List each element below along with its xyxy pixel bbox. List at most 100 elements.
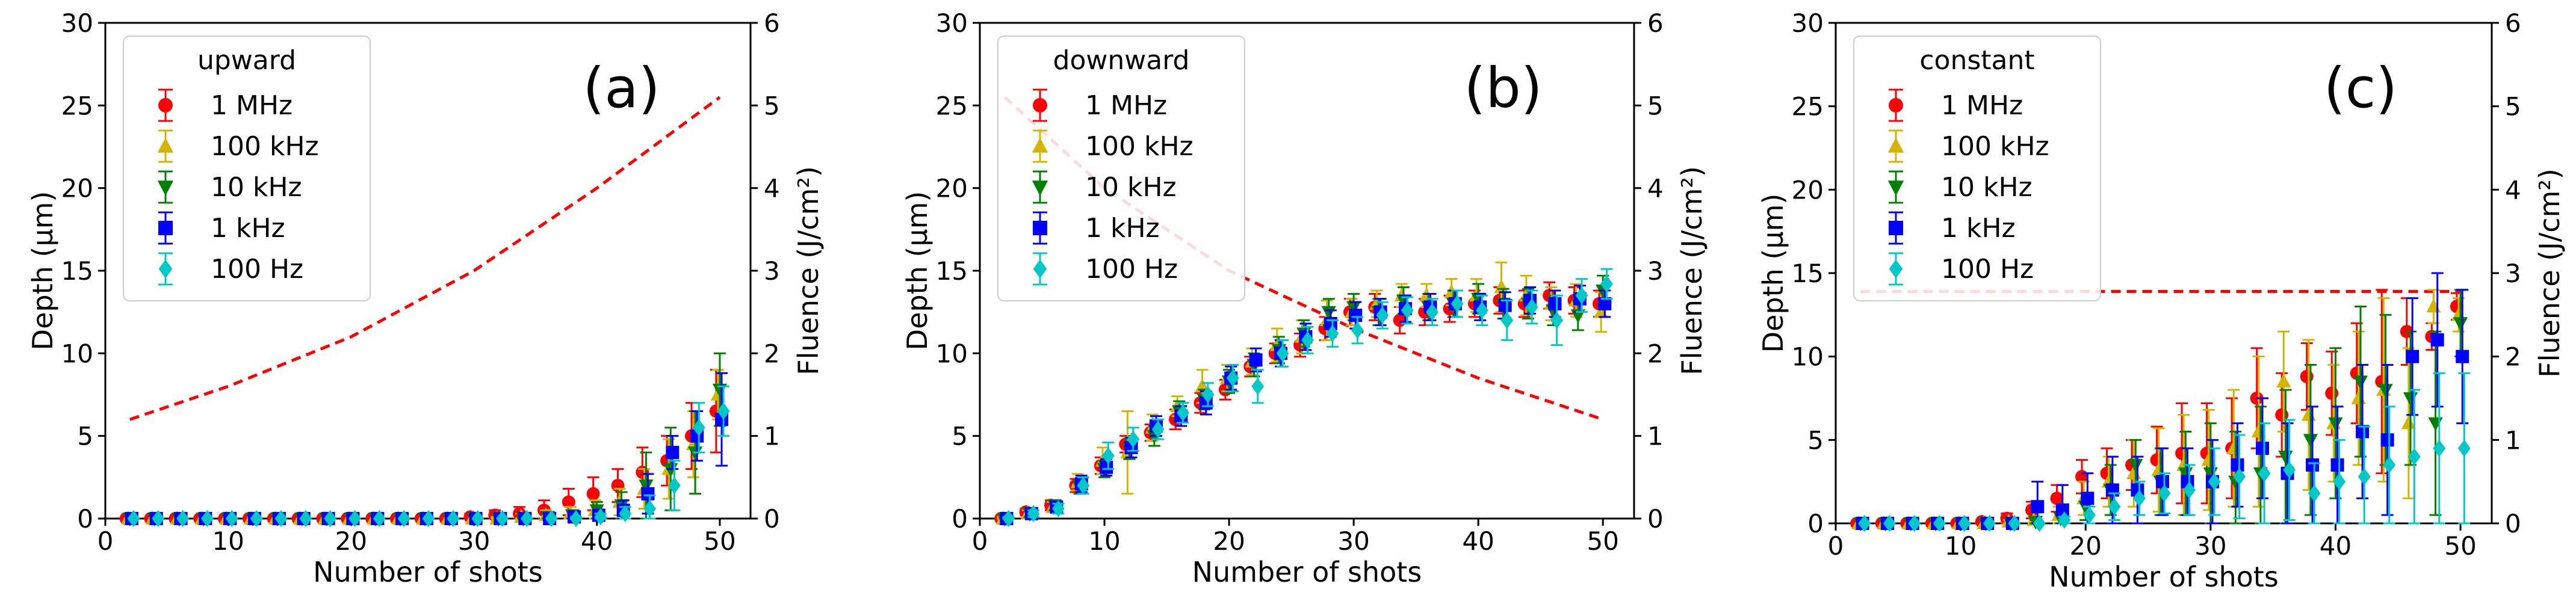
data-point bbox=[586, 487, 600, 501]
data-point bbox=[1376, 306, 1389, 324]
y-tick-label: 20 bbox=[1792, 175, 1824, 205]
data-point bbox=[2050, 491, 2064, 505]
y-tick-label: 25 bbox=[61, 91, 93, 120]
data-point bbox=[2351, 390, 2366, 404]
data-point bbox=[2430, 333, 2444, 347]
data-point bbox=[2058, 511, 2071, 529]
data-point bbox=[373, 510, 386, 528]
data-point bbox=[2353, 375, 2368, 390]
data-point bbox=[2155, 475, 2169, 488]
legend-marker bbox=[158, 259, 173, 279]
data-point bbox=[688, 446, 703, 461]
data-point bbox=[1027, 505, 1040, 523]
legend-marker bbox=[1032, 180, 1048, 196]
y2-tick-label: 6 bbox=[1647, 8, 1664, 38]
data-point bbox=[250, 510, 263, 528]
data-point bbox=[1051, 500, 1065, 517]
y2-tick-label: 2 bbox=[764, 339, 780, 368]
y2-axis-label: Fluence (J/cm²) bbox=[2533, 168, 2566, 378]
data-point bbox=[2055, 503, 2069, 517]
data-point bbox=[1393, 313, 1407, 327]
data-point bbox=[1575, 286, 1588, 304]
legend-label: 1 MHz bbox=[1941, 90, 2023, 121]
data-point bbox=[1500, 312, 1514, 329]
y-tick-label: 15 bbox=[61, 256, 93, 286]
x-tick-label: 30 bbox=[458, 526, 490, 556]
data-point bbox=[274, 510, 288, 528]
data-point bbox=[569, 510, 583, 528]
legend-title: upward bbox=[197, 45, 296, 76]
data-point bbox=[2356, 425, 2370, 439]
data-point bbox=[1550, 312, 1564, 329]
data-point bbox=[1494, 279, 1509, 294]
x-tick-label: 10 bbox=[212, 526, 244, 556]
data-point bbox=[1249, 353, 1263, 367]
data-point bbox=[619, 505, 632, 523]
data-point bbox=[201, 510, 214, 528]
x-tick-label: 40 bbox=[1462, 526, 1494, 556]
series-100-hz bbox=[127, 385, 730, 528]
data-point bbox=[496, 510, 509, 528]
chart-panel-2: 0 10 20 30 40 50 0 5 10 15 20 25 30 0 1 2 3 4 5 6 Number of … bbox=[901, 8, 1708, 588]
y-tick-label: 30 bbox=[1792, 8, 1824, 38]
x-tick-label: 40 bbox=[2320, 531, 2352, 561]
y-tick-label: 15 bbox=[1792, 259, 1824, 288]
data-point bbox=[717, 402, 730, 420]
y2-axis-label: Fluence (J/cm²) bbox=[792, 166, 825, 375]
data-point bbox=[562, 495, 575, 509]
data-point bbox=[1525, 298, 1538, 316]
y2-tick-label: 5 bbox=[1647, 91, 1664, 120]
data-point bbox=[2083, 506, 2096, 524]
data-point bbox=[2401, 415, 2417, 430]
data-point bbox=[2328, 417, 2343, 431]
y-tick-label: 20 bbox=[61, 174, 93, 203]
y2-tick-label: 5 bbox=[2505, 92, 2521, 122]
legend-box bbox=[997, 35, 1245, 301]
data-point bbox=[639, 479, 654, 494]
data-point bbox=[2457, 439, 2471, 457]
legend-label: 100 Hz bbox=[211, 254, 303, 285]
y-tick-label: 30 bbox=[936, 8, 968, 38]
data-point bbox=[2133, 490, 2146, 507]
x-tick-label: 50 bbox=[1587, 526, 1619, 556]
data-point bbox=[2233, 468, 2246, 485]
legend-label: 1 MHz bbox=[1085, 90, 1167, 121]
data-point bbox=[2406, 350, 2420, 363]
y2-tick-label: 1 bbox=[1647, 422, 1664, 451]
y-tick-label: 5 bbox=[77, 422, 93, 451]
data-point bbox=[641, 487, 655, 501]
y-tick-label: 5 bbox=[1807, 425, 1824, 455]
panel-label: (c) bbox=[2324, 56, 2397, 120]
y-tick-label: 0 bbox=[952, 504, 968, 534]
data-point bbox=[1498, 298, 1512, 312]
data-point bbox=[2333, 473, 2346, 490]
data-point bbox=[225, 510, 238, 528]
y2-tick-label: 1 bbox=[2505, 425, 2521, 455]
data-point bbox=[1401, 301, 1414, 319]
data-point bbox=[667, 476, 681, 494]
x-tick-label: 30 bbox=[1337, 526, 1369, 556]
legend-label: 1 MHz bbox=[211, 90, 293, 121]
legend-label: 100 kHz bbox=[1085, 131, 1194, 162]
y-tick-label: 20 bbox=[936, 174, 968, 203]
legend-marker bbox=[1033, 221, 1047, 235]
x-tick-label: 50 bbox=[2444, 531, 2476, 561]
data-point bbox=[2433, 439, 2446, 457]
legend-title: constant bbox=[1919, 45, 2034, 76]
panel-label: (a) bbox=[583, 56, 660, 120]
data-point bbox=[2403, 392, 2418, 407]
y2-tick-label: 3 bbox=[2505, 259, 2521, 288]
legend-marker bbox=[157, 137, 174, 153]
data-point bbox=[1351, 321, 1364, 339]
data-point bbox=[1251, 377, 1265, 395]
data-point bbox=[2308, 484, 2321, 502]
series-100-hz bbox=[1858, 372, 2471, 532]
y2-tick-label: 2 bbox=[1647, 339, 1664, 368]
legend-label: 1 kHz bbox=[211, 213, 285, 244]
data-point bbox=[1346, 301, 1361, 315]
y-tick-label: 15 bbox=[936, 256, 968, 286]
data-point bbox=[1301, 331, 1314, 349]
y2-axis-label: Fluence (J/cm²) bbox=[1676, 166, 1708, 375]
legend-marker bbox=[157, 180, 174, 196]
